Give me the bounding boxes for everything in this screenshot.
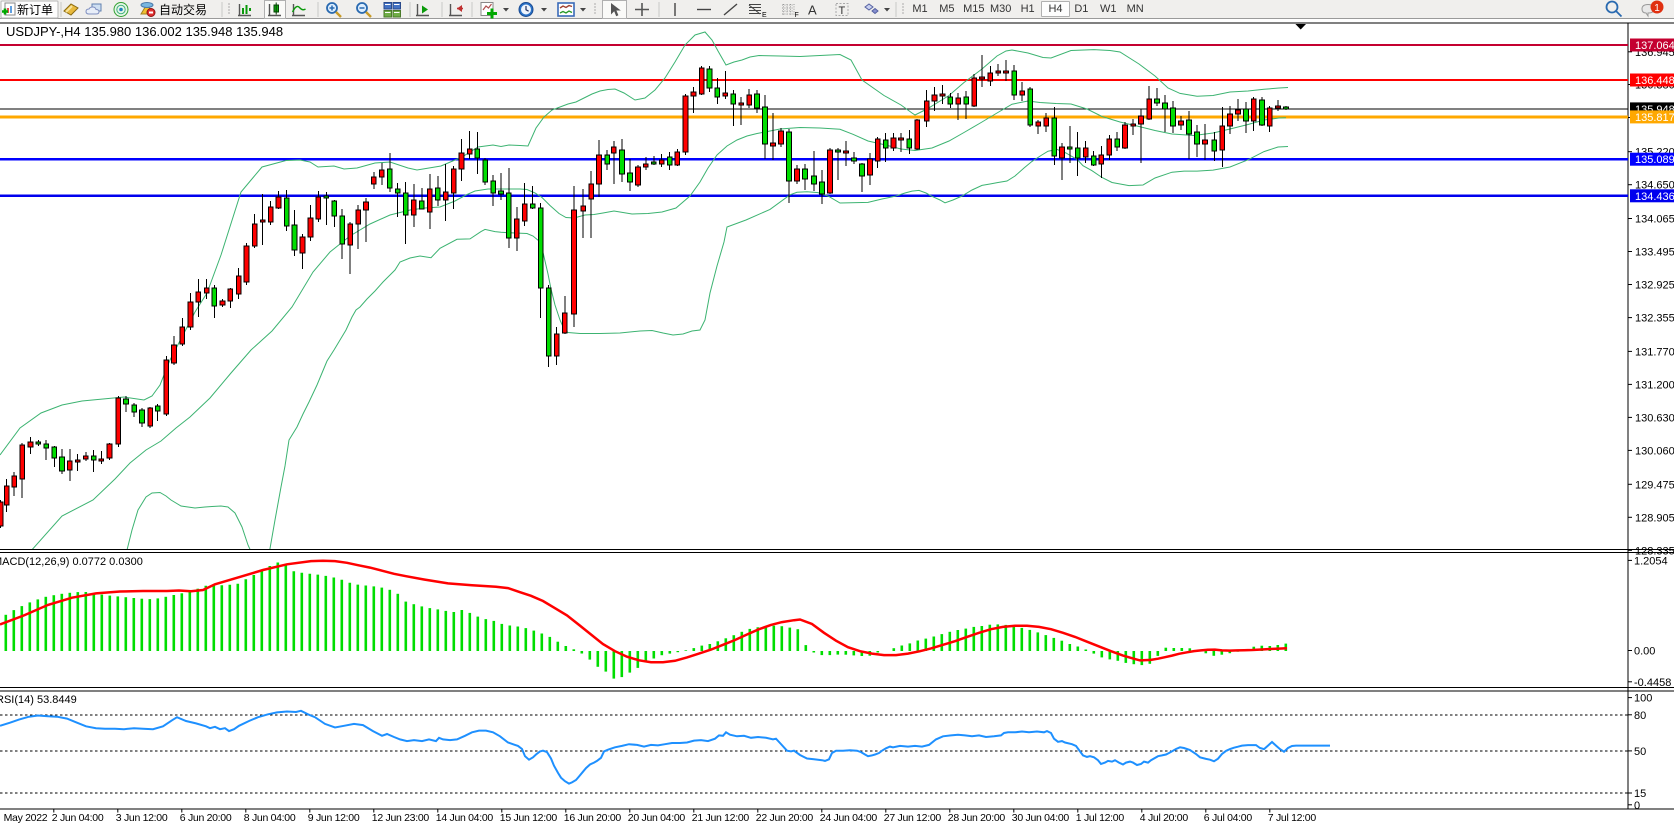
svg-text:12 Jun 23:00: 12 Jun 23:00: [372, 812, 430, 824]
svg-text:137.064: 137.064: [1635, 40, 1674, 52]
svg-text:E: E: [762, 12, 767, 19]
svg-text:20 Jun 04:00: 20 Jun 04:00: [628, 812, 686, 824]
svg-text:1 Jul 12:00: 1 Jul 12:00: [1076, 812, 1125, 824]
svg-text:RSI(14) 53.8449: RSI(14) 53.8449: [0, 694, 77, 706]
svg-text:100: 100: [1634, 693, 1652, 705]
svg-text:128.905: 128.905: [1635, 512, 1674, 524]
svg-text:A: A: [808, 3, 817, 18]
svg-text:15 Jun 12:00: 15 Jun 12:00: [500, 812, 558, 824]
svg-text:自动交易: 自动交易: [159, 2, 207, 17]
svg-text:6 Jul 04:00: 6 Jul 04:00: [1204, 812, 1253, 824]
svg-text:128.335: 128.335: [1635, 545, 1674, 557]
svg-text:0.00: 0.00: [1634, 646, 1655, 658]
svg-text:135.817: 135.817: [1635, 112, 1674, 124]
svg-text:80: 80: [1634, 710, 1646, 722]
svg-text:22 Jun 20:00: 22 Jun 20:00: [756, 812, 814, 824]
svg-text:3 Jun 12:00: 3 Jun 12:00: [116, 812, 168, 824]
svg-text:0: 0: [1634, 800, 1640, 812]
svg-text:133.495: 133.495: [1635, 247, 1674, 259]
svg-text:9 Jun 12:00: 9 Jun 12:00: [308, 812, 360, 824]
svg-text:1: 1: [1654, 3, 1660, 14]
svg-text:134.650: 134.650: [1635, 180, 1674, 192]
svg-text:131.200: 131.200: [1635, 379, 1674, 391]
svg-text:-0.4458: -0.4458: [1634, 677, 1671, 689]
svg-text:30 Jun 04:00: 30 Jun 04:00: [1012, 812, 1070, 824]
svg-text:24 Jun 04:00: 24 Jun 04:00: [820, 812, 878, 824]
svg-text:May 2022: May 2022: [4, 812, 48, 824]
svg-text:21 Jun 12:00: 21 Jun 12:00: [692, 812, 750, 824]
svg-text:1.2054: 1.2054: [1634, 555, 1668, 567]
svg-text:2 Jun 04:00: 2 Jun 04:00: [52, 812, 104, 824]
svg-text:USDJPY-,H4 135.980 136.002 13: USDJPY-,H4 135.980 136.002 135.948 135.9…: [6, 24, 283, 39]
svg-text:131.770: 131.770: [1635, 346, 1674, 358]
svg-text:132.355: 132.355: [1635, 313, 1674, 325]
svg-text:130.060: 130.060: [1635, 445, 1674, 457]
svg-text:50: 50: [1634, 746, 1646, 758]
svg-text:MACD(12,26,9) 0.0772 0.0300: MACD(12,26,9) 0.0772 0.0300: [0, 556, 143, 568]
svg-text:F: F: [795, 12, 799, 19]
svg-text:134.436: 134.436: [1635, 191, 1674, 203]
svg-text:136.448: 136.448: [1635, 75, 1674, 87]
svg-text:27 Jun 12:00: 27 Jun 12:00: [884, 812, 942, 824]
svg-text:135.089: 135.089: [1635, 154, 1674, 166]
svg-text:新订单: 新订单: [17, 2, 53, 17]
svg-text:8 Jun 04:00: 8 Jun 04:00: [244, 812, 296, 824]
svg-text:130.630: 130.630: [1635, 412, 1674, 424]
svg-text:28 Jun 20:00: 28 Jun 20:00: [948, 812, 1006, 824]
svg-text:132.925: 132.925: [1635, 280, 1674, 292]
svg-text:14 Jun 04:00: 14 Jun 04:00: [436, 812, 494, 824]
svg-text:129.475: 129.475: [1635, 479, 1674, 491]
svg-text:4 Jul 20:00: 4 Jul 20:00: [1140, 812, 1189, 824]
svg-text:134.065: 134.065: [1635, 214, 1674, 226]
svg-text:7 Jul 12:00: 7 Jul 12:00: [1268, 812, 1317, 824]
svg-text:16 Jun 20:00: 16 Jun 20:00: [564, 812, 622, 824]
svg-text:15: 15: [1634, 788, 1646, 800]
svg-text:6 Jun 20:00: 6 Jun 20:00: [180, 812, 232, 824]
svg-text:T: T: [839, 5, 846, 17]
